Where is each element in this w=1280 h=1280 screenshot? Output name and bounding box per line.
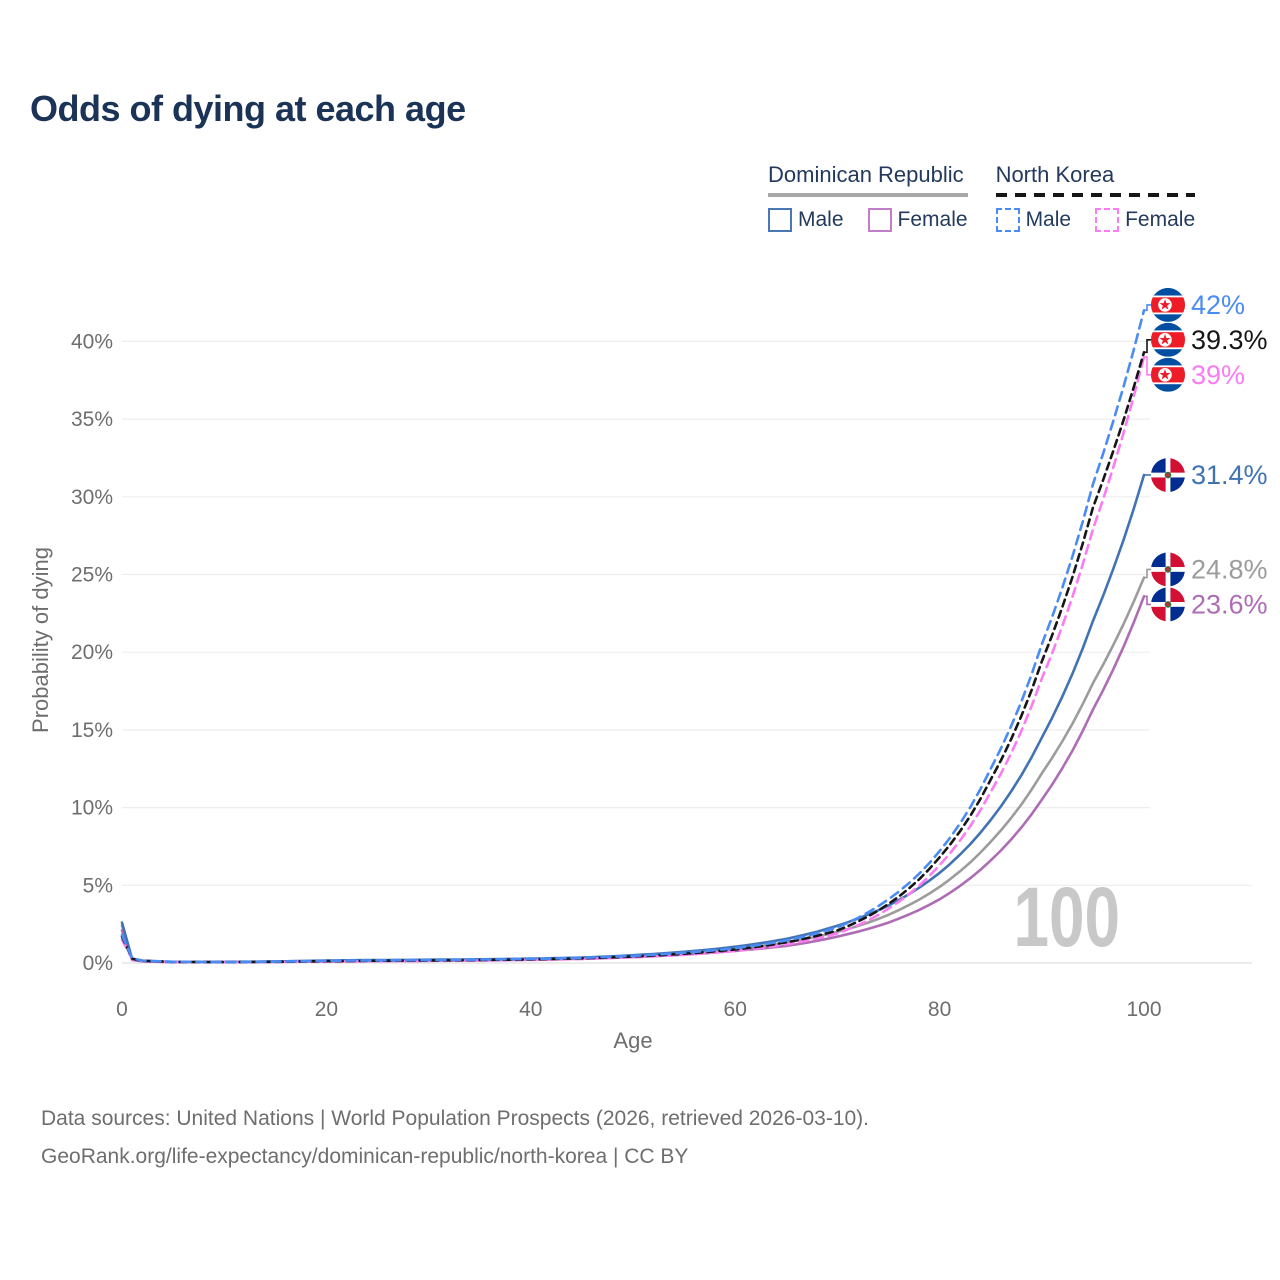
label-connector <box>1144 356 1151 376</box>
series-line-nk_total[interactable] <box>120 351 1146 964</box>
x-tick-label: 100 <box>1126 998 1161 1021</box>
dr-female-swatch-icon <box>867 208 892 232</box>
series-line-dr_male[interactable] <box>120 473 1146 964</box>
y-tick-label: 25% <box>71 564 113 587</box>
footer-license-line: GeoRank.org/life-expectancy/dominican-re… <box>41 1145 689 1168</box>
label-connector <box>1144 304 1151 312</box>
legend-item-label: Female <box>1125 208 1196 231</box>
y-tick-label: 15% <box>71 719 113 742</box>
page-title: Odds of dying at each age <box>30 88 466 129</box>
label-connector <box>1144 595 1151 606</box>
legend: Dominican Republic Male Female North Kor… <box>768 162 1196 232</box>
y-tick-label: 5% <box>83 874 113 897</box>
flag-icon-dominican-republic <box>1151 587 1185 621</box>
legend-item-label: Male <box>1025 208 1072 231</box>
end-label-nk_total: 39.3% <box>1191 325 1268 355</box>
x-tick-label: 20 <box>315 998 338 1021</box>
x-tick-label: 40 <box>519 998 542 1021</box>
legend-group-title: North Korea <box>995 162 1115 187</box>
footer-source-line: Data sources: United Nations | World Pop… <box>41 1107 870 1130</box>
y-axis-title: Probability of dying <box>28 547 53 733</box>
flag-icon-north-korea <box>1151 288 1185 322</box>
legend-item-label: Male <box>798 208 844 231</box>
flag-icon-dominican-republic <box>1151 458 1185 492</box>
age-watermark: 100 <box>1013 869 1120 964</box>
label-connector <box>1144 568 1151 579</box>
end-label-dr_total: 24.8% <box>1191 554 1268 584</box>
series-line-nk_male[interactable] <box>120 309 1146 964</box>
end-label-nk_female: 39% <box>1191 360 1245 390</box>
end-label-nk_male: 42% <box>1191 290 1245 320</box>
y-tick-label: 0% <box>83 952 113 975</box>
solid-line-sample <box>768 193 968 197</box>
x-tick-label: 60 <box>724 998 747 1021</box>
x-tick-label: 0 <box>116 998 128 1021</box>
y-tick-label: 30% <box>71 486 113 509</box>
flag-icon-dominican-republic <box>1151 552 1185 586</box>
y-tick-label: 35% <box>71 408 113 431</box>
end-label-dr_male: 31.4% <box>1191 460 1268 490</box>
legend-item-dr-female[interactable]: Female <box>867 208 968 232</box>
legend-item-dr-male[interactable]: Male <box>768 208 844 232</box>
legend-item-nk-female[interactable]: Female <box>1095 208 1195 232</box>
y-tick-label: 40% <box>71 330 113 353</box>
legend-group-title: Dominican Republic <box>768 162 964 187</box>
legend-group-north-korea: North Korea Male Female <box>995 162 1196 232</box>
dashed-line-sample <box>995 193 1196 197</box>
x-tick-label: 80 <box>928 998 951 1021</box>
legend-item-nk-male[interactable]: Male <box>995 208 1072 232</box>
label-connector <box>1144 339 1151 354</box>
y-tick-label: 10% <box>71 797 113 820</box>
y-tick-label: 20% <box>71 641 113 664</box>
series-line-dr_total[interactable] <box>120 576 1146 964</box>
flag-icon-north-korea <box>1151 358 1185 392</box>
series-line-nk_female[interactable] <box>120 355 1146 964</box>
nk-male-swatch-icon <box>995 208 1020 232</box>
nk-female-swatch-icon <box>1095 208 1120 232</box>
x-axis-title: Age <box>613 1028 652 1053</box>
flag-icon-north-korea <box>1151 323 1185 357</box>
legend-item-label: Female <box>897 208 968 231</box>
legend-group-dominican-republic: Dominican Republic Male Female <box>768 162 968 232</box>
dr-male-swatch-icon <box>768 208 792 232</box>
end-label-dr_female: 23.6% <box>1191 589 1268 619</box>
footer: Data sources: United Nations | World Pop… <box>41 1100 869 1176</box>
